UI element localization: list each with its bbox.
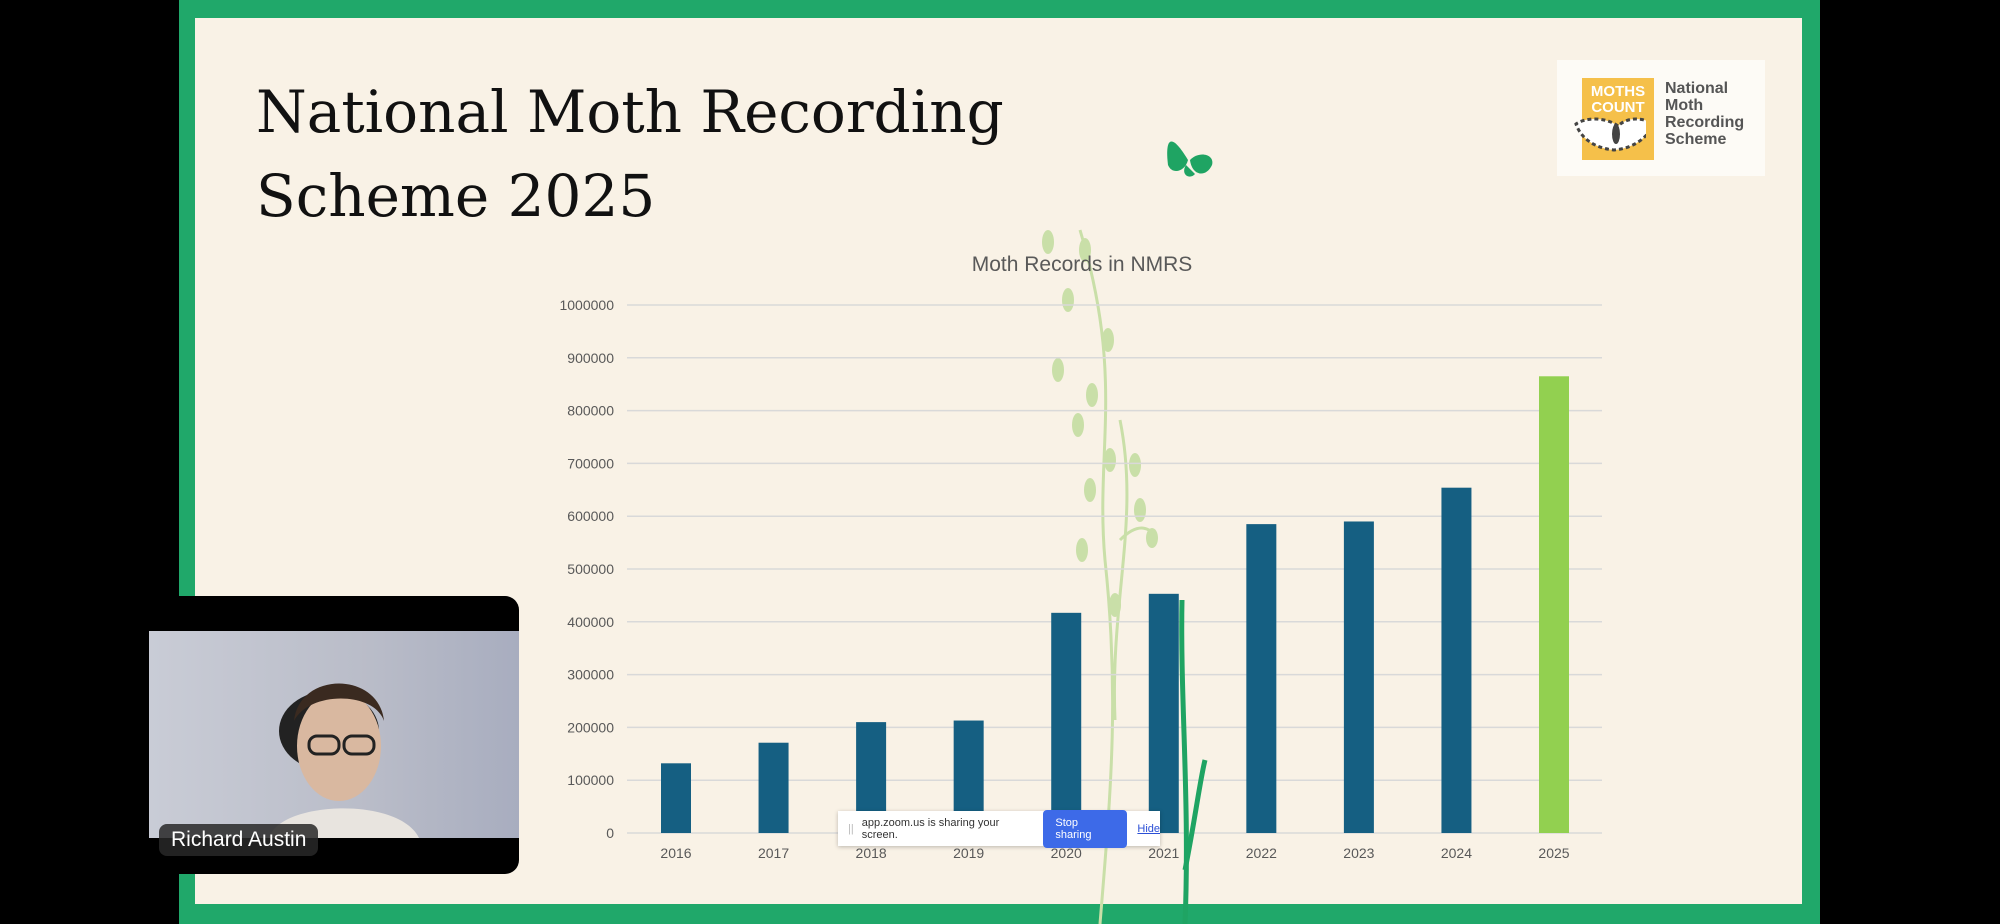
stop-sharing-button[interactable]: Stop sharing <box>1043 809 1128 848</box>
y-tick-label: 200000 <box>567 719 614 735</box>
y-tick-label: 800000 <box>567 403 614 419</box>
x-tick-label: 2018 <box>856 845 887 861</box>
title-line-1: National Moth Recording <box>256 78 1004 146</box>
participant-video[interactable]: Richard Austin <box>149 596 519 874</box>
bar-2024 <box>1441 487 1472 833</box>
video-feed <box>149 631 519 838</box>
x-tick-label: 2023 <box>1343 845 1374 861</box>
drag-handle[interactable]: || <box>848 822 854 835</box>
bar-2025 <box>1539 376 1569 833</box>
y-tick-label: 1000000 <box>559 297 614 313</box>
logo-badge: MOTHS COUNT <box>1574 78 1654 160</box>
bar-2020 <box>1051 612 1082 833</box>
x-tick-label: 2024 <box>1441 845 1472 861</box>
x-tick-label: 2021 <box>1148 845 1179 861</box>
hide-link[interactable]: Hide <box>1137 822 1160 835</box>
participant-silhouette <box>269 683 419 838</box>
y-tick-label: 400000 <box>567 614 614 630</box>
slide-title: National Moth Recording Scheme 2025 <box>256 70 1004 238</box>
chart-title: Moth Records in NMRS <box>972 253 1193 276</box>
x-tick-label: 2017 <box>758 845 789 861</box>
x-tick-label: 2020 <box>1051 845 1082 861</box>
y-tick-label: 100000 <box>567 772 614 788</box>
butterfly-icon <box>1167 141 1213 177</box>
y-tick-label: 0 <box>606 825 614 841</box>
logo-text: National Moth Recording Scheme <box>1665 80 1745 148</box>
title-line-2: Scheme 2025 <box>256 162 656 230</box>
bar-2022 <box>1246 524 1277 833</box>
y-tick-label: 900000 <box>567 350 614 366</box>
share-message: app.zoom.us is sharing your screen. <box>861 816 1000 841</box>
moth-icon <box>1574 117 1646 152</box>
bar-2016 <box>661 763 691 833</box>
x-tick-label: 2025 <box>1538 845 1569 861</box>
y-tick-label: 300000 <box>567 667 614 683</box>
bar-2017 <box>758 742 789 833</box>
x-tick-label: 2019 <box>953 845 984 861</box>
grass-decoration <box>1179 599 1208 924</box>
y-tick-label: 700000 <box>567 455 614 471</box>
x-tick-label: 2022 <box>1246 845 1277 861</box>
y-tick-label: 500000 <box>567 561 614 577</box>
moths-count-logo: MOTHS COUNT National Moth Recording Scheme <box>1557 60 1765 176</box>
plant-leaves <box>1042 230 1158 617</box>
bar-2021 <box>1148 593 1179 833</box>
screen-share-bar: || app.zoom.us is sharing your screen. S… <box>838 809 1160 848</box>
y-tick-label: 600000 <box>567 508 614 524</box>
x-tick-label: 2016 <box>660 845 691 861</box>
bar-2023 <box>1343 521 1374 833</box>
participant-name: Richard Austin <box>159 824 319 856</box>
